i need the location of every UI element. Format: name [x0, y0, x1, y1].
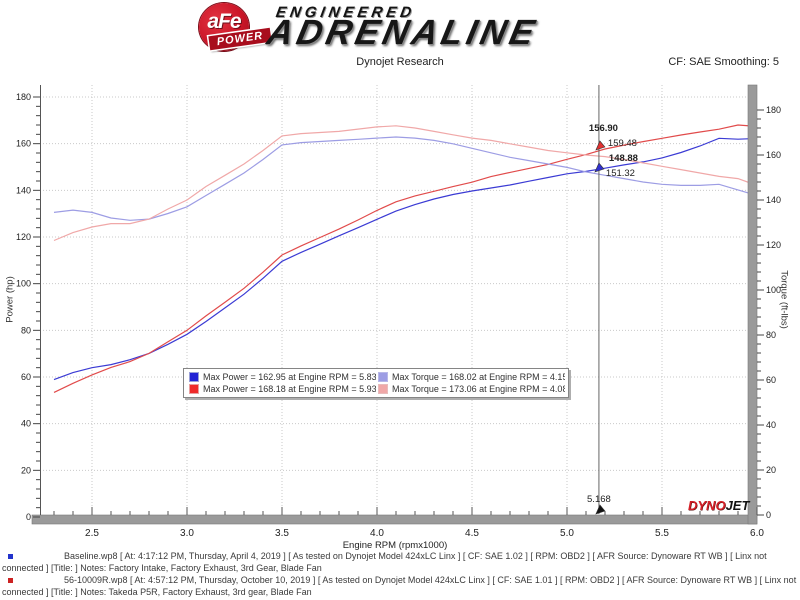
run-note-text: Baseline.wp8 [ At: 4:17:12 PM, Thursday,… [2, 551, 767, 573]
svg-text:60: 60 [21, 372, 31, 382]
svg-text:80: 80 [766, 330, 776, 340]
dynojet-logo-dyno: DYNO [688, 498, 726, 513]
legend-swatch-icon [189, 372, 199, 382]
series-takeda_torque [53, 125, 748, 242]
legend-entry: Max Power = 162.95 at Engine RPM = 5.83 [187, 371, 376, 383]
dyno-curves [53, 124, 748, 393]
svg-text:100: 100 [766, 285, 781, 295]
cursor-marker-blue-icon [594, 162, 605, 173]
svg-text:180: 180 [16, 92, 31, 102]
svg-text:4.5: 4.5 [465, 528, 479, 539]
svg-text:3.0: 3.0 [180, 528, 194, 539]
legend-entry: Max Power = 168.18 at Engine RPM = 5.93 [187, 383, 376, 395]
svg-text:3.5: 3.5 [275, 528, 289, 539]
x-axis-bar [31, 514, 758, 525]
legend-swatch-icon [189, 384, 199, 394]
run-note: Baseline.wp8 [ At: 4:17:12 PM, Thursday,… [2, 551, 797, 574]
run-color-icon [8, 554, 13, 559]
legend-entry-label: Max Power = 168.18 at Engine RPM = 5.93 [203, 384, 376, 394]
series-baseline_torque [53, 136, 748, 221]
series-baseline_power [53, 137, 748, 381]
axes: 0 20 40 60 80 100 120 140 160 180 0 20 40 60 80 100 120 1… [16, 84, 781, 539]
legend-swatch-icon [378, 384, 388, 394]
svg-text:5.5: 5.5 [655, 528, 669, 539]
correction-smoothing-label: CF: SAE Smoothing: 5 [668, 56, 779, 68]
x-axis-title: Engine RPM (rpmx1000) [342, 540, 448, 551]
svg-text:5.0: 5.0 [560, 528, 574, 539]
dynojet-logo-jet: JET [725, 498, 750, 513]
cursor-readout-baseline_power: 148.88 [609, 153, 638, 164]
svg-text:60: 60 [766, 375, 776, 385]
cursor-group: 156.90 159.48 148.88 151.32 5.168 [587, 85, 638, 515]
svg-text:4.0: 4.0 [370, 528, 384, 539]
svg-text:6.0: 6.0 [750, 528, 764, 539]
cursor-marker-rpm-icon [595, 504, 606, 515]
cursor-marker-red-icon [595, 140, 606, 151]
run-info-footer: Baseline.wp8 [ At: 4:17:12 PM, Thursday,… [2, 551, 797, 599]
svg-text:140: 140 [766, 195, 781, 205]
legend-box: Max Power = 162.95 at Engine RPM = 5.83 M… [183, 368, 569, 398]
svg-text:20: 20 [766, 465, 776, 475]
legend-swatch-icon [378, 372, 388, 382]
svg-text:180: 180 [766, 105, 781, 115]
svg-text:0: 0 [766, 510, 771, 520]
legend-entry: Max Torque = 168.02 at Engine RPM = 4.15 [376, 371, 565, 383]
legend-entry-label: Max Power = 162.95 at Engine RPM = 5.83 [203, 372, 376, 382]
svg-text:20: 20 [21, 465, 31, 475]
legend-row: Max Power = 168.18 at Engine RPM = 5.93 M… [187, 383, 565, 395]
gridlines [40, 85, 748, 515]
svg-text:80: 80 [21, 325, 31, 335]
svg-text:100: 100 [16, 279, 31, 289]
dynojet-logo: DYNOJET [688, 499, 749, 513]
svg-text:160: 160 [766, 150, 781, 160]
y-axis-right-bar [747, 84, 758, 525]
run-note: 56-10009R.wp8 [ At: 4:57:12 PM, Thursday… [2, 575, 797, 598]
svg-text:0: 0 [26, 512, 31, 522]
legend-entry-label: Max Torque = 173.06 at Engine RPM = 4.08 [392, 384, 565, 394]
legend-row: Max Power = 162.95 at Engine RPM = 5.83 M… [187, 371, 565, 383]
svg-text:120: 120 [766, 240, 781, 250]
afe-logo-text: aFe [207, 10, 241, 33]
cursor-readout-takeda_power: 156.90 [589, 123, 618, 134]
svg-text:40: 40 [21, 419, 31, 429]
cursor-readout-takeda_torque: 159.48 [608, 138, 637, 149]
run-note-text: 56-10009R.wp8 [ At: 4:57:12 PM, Thursday… [2, 575, 797, 597]
run-color-icon [8, 578, 13, 583]
series-takeda_power [53, 124, 748, 393]
cursor-rpm-label: 5.168 [587, 494, 611, 505]
legend-entry-label: Max Torque = 168.02 at Engine RPM = 4.15 [392, 372, 565, 382]
svg-text:2.5: 2.5 [85, 528, 99, 539]
svg-text:120: 120 [16, 232, 31, 242]
svg-text:40: 40 [766, 420, 776, 430]
legend-entry: Max Torque = 173.06 at Engine RPM = 4.08 [376, 383, 565, 395]
svg-text:160: 160 [16, 139, 31, 149]
svg-text:140: 140 [16, 185, 31, 195]
chart-title: Dynojet Research [356, 56, 444, 68]
cursor-readout-baseline_torque: 151.32 [606, 168, 635, 179]
